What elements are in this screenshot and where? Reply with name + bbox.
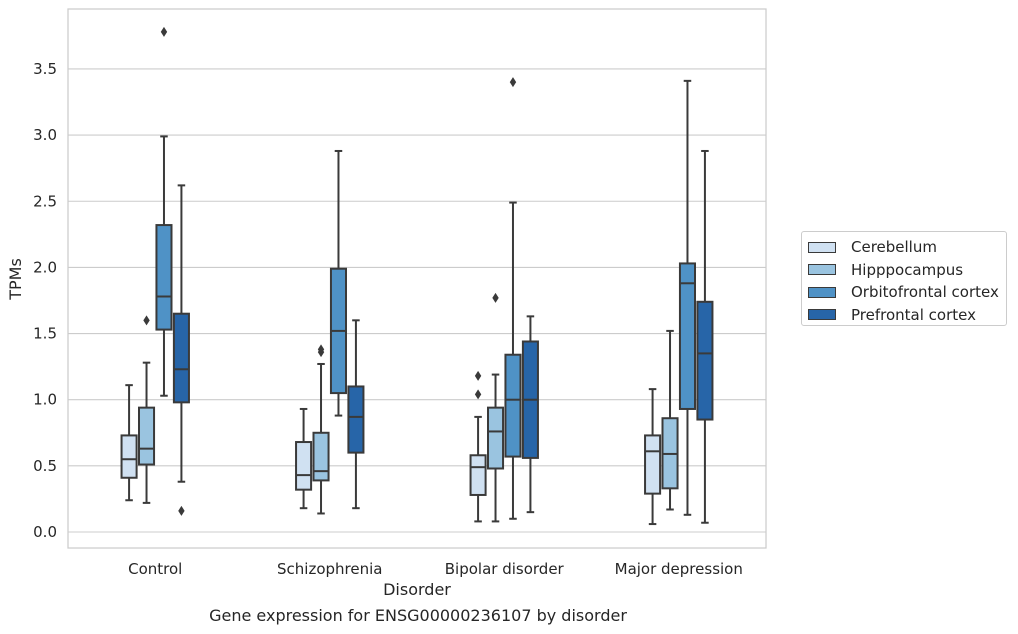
box-body: [487, 406, 505, 470]
outlier-marker: [143, 315, 150, 326]
plot-area-frame: [67, 8, 767, 549]
box-body: [172, 312, 190, 404]
legend-label: Cerebellum: [851, 238, 937, 257]
y-tick-label: 3.0: [33, 126, 57, 144]
box-cerebellum: [644, 388, 662, 526]
box-prefrontal-cortex: [172, 184, 190, 516]
box-body: [504, 353, 522, 458]
y-axis-label: TPMs: [6, 258, 25, 301]
y-tick-label: 3.5: [33, 60, 57, 78]
legend-label: Hipppocampus: [851, 260, 964, 279]
figure-caption: Gene expression for ENSG00000236107 by d…: [209, 606, 627, 625]
legend-swatch: [808, 286, 836, 298]
x-tick-label: Bipolar disorder: [445, 560, 565, 578]
legend-item: Cerebellum: [808, 236, 1006, 259]
box-hipppocampus: [487, 292, 505, 523]
box-body: [120, 434, 138, 479]
box-body: [696, 300, 714, 421]
box-body: [295, 441, 313, 491]
x-tick-label: Major depression: [615, 560, 743, 578]
legend-item: Hipppocampus: [808, 259, 1006, 282]
box-body: [138, 406, 156, 466]
box-prefrontal-cortex: [347, 319, 365, 510]
legend-item: Prefrontal cortex: [808, 304, 1006, 327]
box-cerebellum: [469, 370, 487, 523]
outlier-marker: [160, 26, 168, 37]
boxes: [120, 26, 714, 526]
box-body: [155, 224, 173, 331]
y-tick-label: 1.5: [33, 325, 57, 343]
gridlines: [68, 68, 766, 533]
x-axis-ticks: Control Schizophrenia Bipolar disorder Majo…: [128, 560, 743, 578]
legend-swatch: [808, 264, 836, 276]
box-orbitofrontal-cortex: [678, 79, 697, 516]
y-tick-label: 0.5: [33, 457, 57, 475]
legend-label: Prefrontal cortex: [851, 305, 976, 324]
legend: Cerebellum Hipppocampus Orbitofrontal co…: [801, 231, 1007, 326]
box-body: [644, 434, 662, 495]
x-tick-label: Control: [128, 560, 182, 578]
outlier-marker: [492, 292, 499, 303]
x-axis-label: Disorder: [383, 580, 451, 599]
box-hipppocampus: [138, 315, 156, 504]
box-hipppocampus: [661, 329, 679, 511]
y-tick-label: 0.0: [33, 523, 57, 541]
box-orbitofrontal-cortex: [504, 77, 522, 520]
box-body: [347, 385, 365, 454]
box-hipppocampus: [312, 344, 330, 515]
y-tick-label: 2.0: [33, 258, 57, 276]
box-body: [678, 262, 697, 410]
legend-item: Orbitofrontal cortex: [808, 281, 1006, 304]
outlier-marker: [474, 370, 482, 381]
legend-label: Orbitofrontal cortex: [851, 283, 999, 302]
outlier-marker: [317, 344, 325, 355]
box-cerebellum: [295, 407, 313, 510]
outlier-marker: [474, 389, 482, 400]
y-axis-ticks: 0.0 0.5 1.0 1.5 2.0 2.5 3.0 3.5: [33, 60, 57, 541]
y-tick-label: 1.0: [33, 391, 57, 409]
box-orbitofrontal-cortex: [329, 149, 348, 417]
x-tick-label: Schizophrenia: [277, 560, 382, 578]
box-prefrontal-cortex: [696, 149, 714, 524]
box-cerebellum: [120, 384, 138, 502]
legend-swatch: [808, 309, 836, 321]
outlier-marker: [178, 505, 185, 516]
legend-swatch: [808, 241, 836, 253]
y-tick-label: 2.5: [33, 192, 57, 210]
outlier-marker: [509, 77, 517, 88]
box-body: [312, 431, 330, 482]
box-orbitofrontal-cortex: [155, 26, 173, 397]
box-prefrontal-cortex: [521, 315, 539, 514]
box-body: [469, 454, 487, 496]
